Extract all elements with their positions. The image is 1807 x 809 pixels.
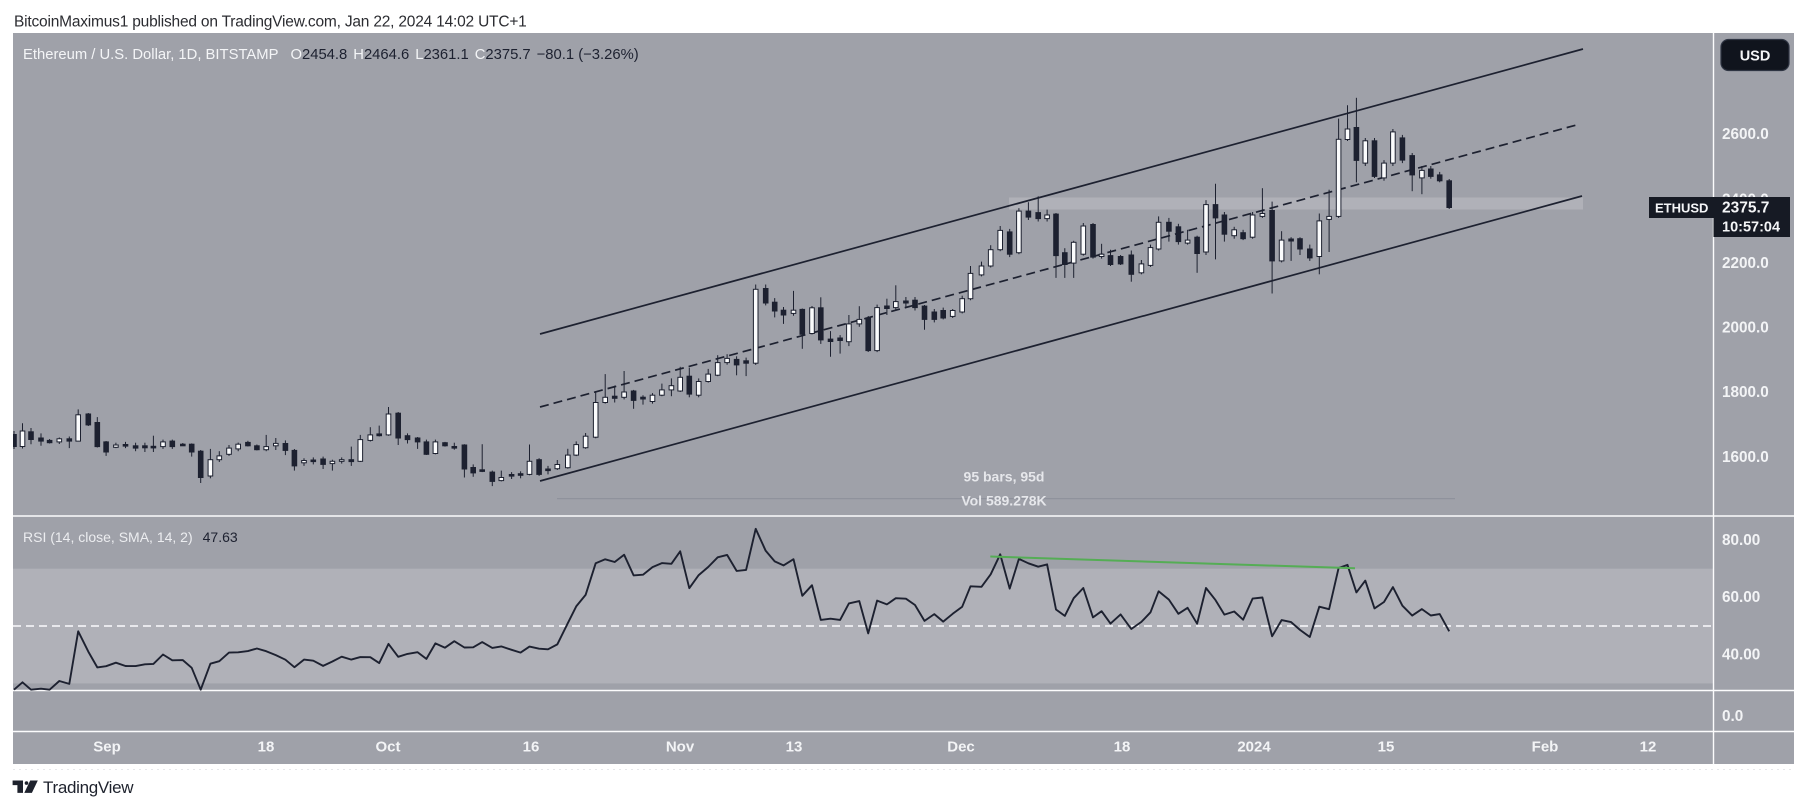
svg-text:BitcoinMaximus1 published on T: BitcoinMaximus1 published on TradingView… — [14, 14, 527, 31]
svg-text:16: 16 — [523, 739, 540, 756]
svg-text:1800.0: 1800.0 — [1722, 384, 1769, 401]
svg-text:12: 12 — [1640, 739, 1657, 756]
svg-text:2200.0: 2200.0 — [1722, 255, 1769, 272]
svg-text:2375.7: 2375.7 — [1722, 200, 1769, 217]
svg-text:Oct: Oct — [375, 739, 400, 756]
svg-text:18: 18 — [258, 739, 275, 756]
svg-text:2000.0: 2000.0 — [1722, 320, 1769, 337]
svg-text:40.00: 40.00 — [1722, 647, 1760, 664]
svg-text:Nov: Nov — [666, 739, 695, 756]
svg-text:2024: 2024 — [1237, 739, 1271, 756]
svg-text:Ethereum / U.S. Dollar, 1D, BI: Ethereum / U.S. Dollar, 1D, BITSTAMP O245… — [23, 47, 639, 63]
svg-text:TradingView: TradingView — [43, 778, 134, 797]
svg-text:0.0: 0.0 — [1722, 708, 1743, 725]
svg-text:Dec: Dec — [947, 739, 975, 756]
svg-text:Sep: Sep — [93, 739, 121, 756]
svg-text:ETHUSD: ETHUSD — [1655, 201, 1708, 216]
svg-text:Feb: Feb — [1532, 739, 1559, 756]
svg-text:10:57:04: 10:57:04 — [1722, 220, 1780, 236]
svg-text:13: 13 — [786, 739, 803, 756]
svg-text:Vol 589.278K: Vol 589.278K — [961, 493, 1046, 509]
svg-text:15: 15 — [1378, 739, 1395, 756]
svg-text:60.00: 60.00 — [1722, 589, 1760, 606]
svg-text:1600.0: 1600.0 — [1722, 449, 1769, 466]
svg-text:USD: USD — [1740, 49, 1771, 65]
svg-text:18: 18 — [1114, 739, 1131, 756]
svg-text:95 bars, 95d: 95 bars, 95d — [964, 469, 1045, 485]
svg-text:RSI (14, close, SMA, 14, 2)47.: RSI (14, close, SMA, 14, 2) 47.63 — [23, 529, 238, 545]
svg-text:80.00: 80.00 — [1722, 532, 1760, 549]
svg-text:2600.0: 2600.0 — [1722, 126, 1769, 143]
